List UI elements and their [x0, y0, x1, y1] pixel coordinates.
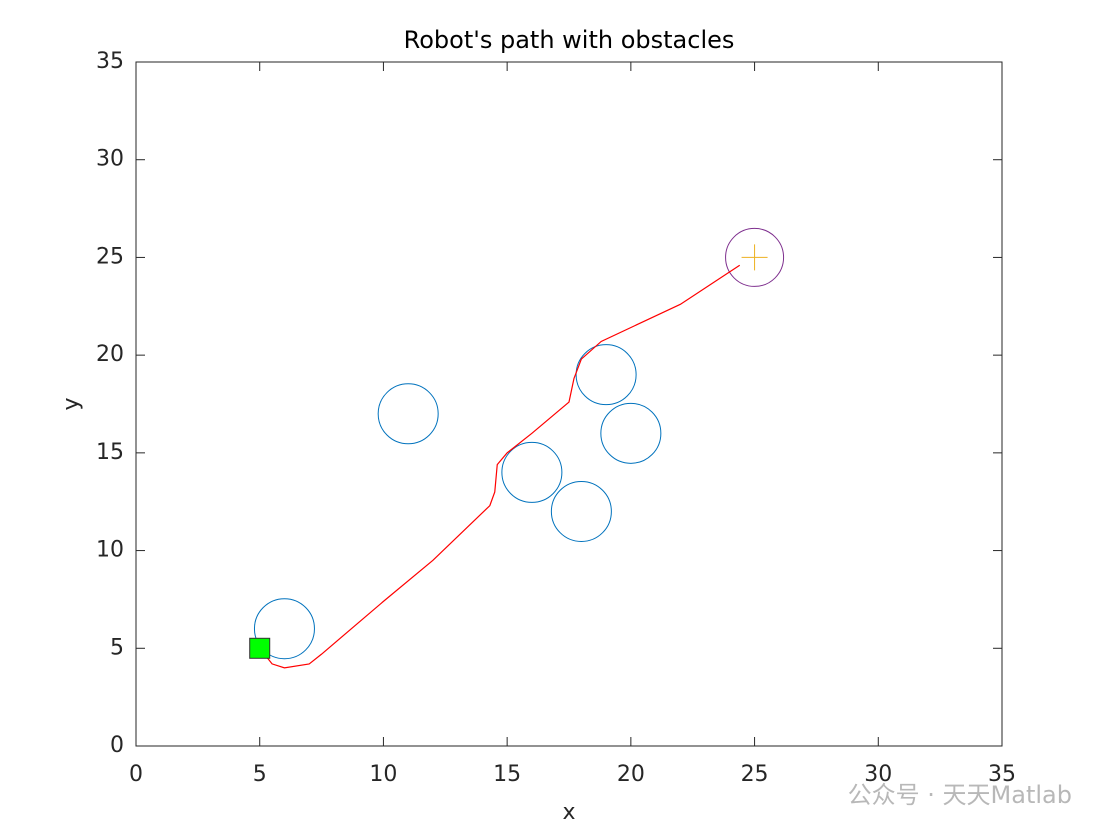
robot-path: [259, 264, 741, 669]
x-tick-label: 10: [369, 762, 397, 787]
start-marker: [249, 637, 271, 659]
x-tick-label: 35: [988, 762, 1016, 787]
watermark: 公众号 · 天天Matlab: [848, 781, 1072, 809]
obstacle: [600, 402, 662, 464]
x-tick-label: 20: [617, 762, 645, 787]
obstacle: [550, 480, 612, 542]
x-tick-label: 15: [493, 762, 521, 787]
obstacle: [575, 344, 637, 406]
x-tick-label: 5: [253, 762, 267, 787]
y-axis-label: y: [59, 397, 84, 410]
axes-box: [135, 61, 1003, 747]
y-tick-label: 20: [96, 342, 124, 367]
goal-marker: [741, 244, 768, 271]
goal-circle: [725, 227, 785, 287]
x-tick-label: 25: [741, 762, 769, 787]
x-tick-label: 30: [864, 762, 892, 787]
y-tick-label: 10: [96, 538, 124, 563]
obstacle: [501, 441, 563, 503]
y-tick-label: 5: [110, 635, 124, 660]
x-axis-label: x: [562, 800, 575, 825]
y-tick-label: 25: [96, 244, 124, 269]
y-tick-label: 0: [110, 733, 124, 758]
chart-title: Robot's path with obstacles: [404, 26, 735, 54]
y-tick-label: 30: [96, 147, 124, 172]
obstacle: [253, 598, 315, 660]
obstacle: [377, 383, 439, 445]
x-tick-label: 0: [129, 762, 143, 787]
y-tick-label: 15: [96, 440, 124, 465]
y-tick-label: 35: [96, 49, 124, 74]
